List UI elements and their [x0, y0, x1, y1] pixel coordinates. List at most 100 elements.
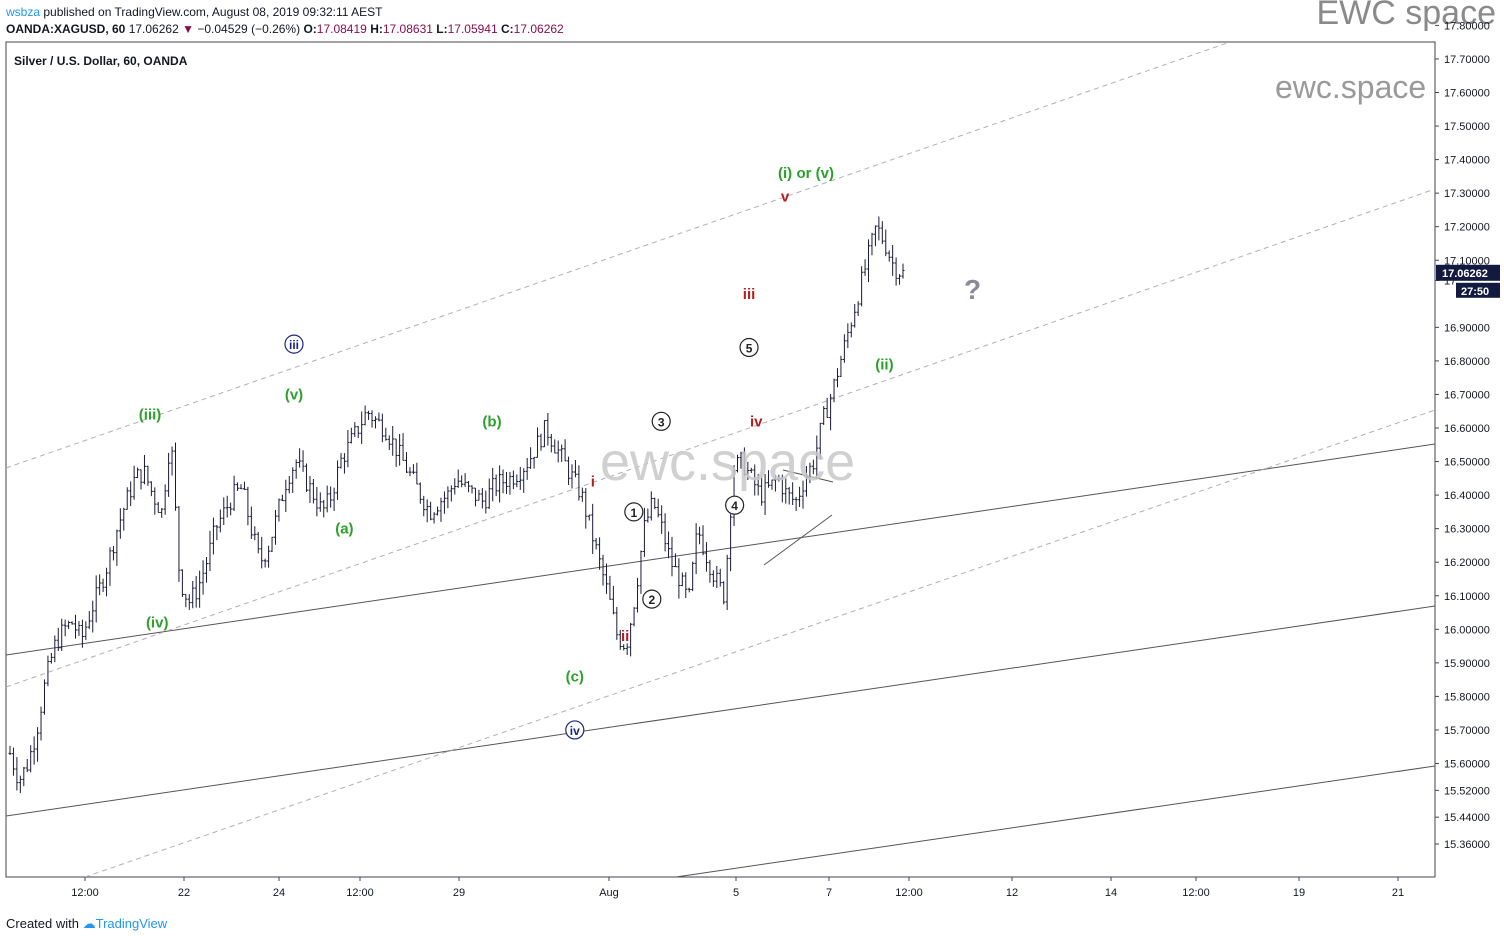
price-bar: [549, 433, 553, 453]
price-bar: [222, 497, 226, 526]
price-bar: [780, 474, 784, 503]
price-bar: [411, 464, 415, 475]
publish-line: wsbza published on TradingView.com, Augu…: [6, 5, 382, 19]
price-bar: [111, 545, 115, 561]
price-bar: [598, 537, 602, 570]
symbol-label: OANDA:XAGUSD, 60: [6, 22, 126, 36]
x-tick-label: 12:00: [1182, 887, 1210, 899]
publish-info: published on TradingView.com, August 08,…: [40, 5, 383, 19]
price-bar: [791, 482, 795, 505]
wave-label: (a): [335, 521, 353, 538]
price-bar: [256, 531, 260, 554]
wave-label: (iv): [146, 615, 169, 632]
trend-line-4[interactable]: [763, 514, 833, 566]
wave-label: iv: [750, 413, 763, 430]
wave-label-circle: [642, 589, 662, 609]
price-bar: [863, 259, 867, 276]
y-tick-label: 16.00000: [1444, 624, 1490, 636]
price-bar: [715, 565, 719, 589]
price-bar: [801, 480, 805, 509]
price-bar: [436, 506, 440, 516]
price-bar: [584, 488, 588, 529]
price-bar: [536, 427, 540, 458]
y-tick-label: 17.50000: [1444, 121, 1490, 133]
channel-dashed-2[interactable]: [6, 188, 1435, 688]
price-bar: [746, 461, 750, 481]
trend-line-4b[interactable]: [782, 469, 834, 483]
price-bar: [446, 486, 450, 509]
close-label: C:: [501, 22, 514, 36]
price-bar: [146, 465, 150, 486]
price-bar: [232, 475, 236, 512]
price-bar: [311, 478, 315, 504]
price-bar: [842, 334, 846, 363]
channel-line-3[interactable]: [675, 765, 1435, 877]
price-bar: [42, 679, 46, 715]
wave-label: ii: [621, 628, 629, 645]
y-tick-label: 16.60000: [1444, 423, 1490, 435]
x-tick-label: 14: [1105, 887, 1117, 899]
price-bar: [236, 482, 240, 491]
price-bar: [380, 413, 384, 443]
price-bar: [539, 433, 543, 451]
price-bar: [187, 594, 191, 610]
price-bar: [284, 479, 288, 513]
price-bar: [884, 229, 888, 257]
chart-watermark: ewc.space: [600, 432, 855, 492]
price-bar: [504, 472, 508, 495]
price-bar: [880, 221, 884, 245]
tradingview-link[interactable]: TradingView: [95, 916, 168, 931]
y-tick-label: 16.10000: [1444, 591, 1490, 603]
channel-dashed-1[interactable]: [6, 42, 1231, 469]
price-bar: [270, 536, 274, 552]
price-bar: [387, 435, 391, 450]
price-bar: [201, 560, 205, 595]
price-bar: [49, 653, 53, 664]
price-bar: [870, 232, 874, 256]
price-bar: [87, 611, 91, 629]
y-tick-label: 16.30000: [1444, 524, 1490, 536]
price-bar: [249, 506, 253, 540]
channel-line-1[interactable]: [6, 443, 1435, 656]
price-bar: [811, 459, 815, 475]
price-bar: [449, 485, 453, 502]
price-bar: [601, 554, 605, 586]
price-bar: [253, 526, 257, 541]
wave-label-circle: [624, 502, 644, 522]
x-tick-label: 29: [453, 887, 465, 899]
low-label: L:: [436, 22, 448, 36]
wave-label-circle: [565, 720, 585, 740]
x-tick-label: 21: [1392, 887, 1404, 899]
price-bar: [153, 487, 157, 515]
channel-line-2[interactable]: [6, 605, 1435, 817]
price-bar: [646, 508, 650, 523]
high-label: H:: [370, 22, 383, 36]
price-bar: [732, 465, 736, 526]
price-bar: [298, 448, 302, 468]
channel-dashed-3[interactable]: [84, 409, 1435, 877]
price-bar: [656, 498, 660, 518]
price-bar: [70, 621, 74, 625]
price-bar: [867, 239, 871, 283]
corner-watermark: ewc.space: [1275, 69, 1426, 105]
price-bar: [480, 488, 484, 509]
price-bar: [139, 469, 143, 490]
price-bar: [384, 427, 388, 441]
price-bar: [60, 618, 64, 651]
price-bar: [349, 427, 353, 444]
price-bar: [429, 501, 433, 521]
price-bar: [898, 274, 902, 285]
price-bar: [649, 491, 653, 521]
price-bar: [711, 570, 715, 587]
price-bar: [194, 576, 198, 608]
price-bar: [98, 574, 102, 596]
price-bar: [170, 446, 174, 476]
price-bar: [873, 225, 877, 247]
price-bar: [687, 587, 691, 593]
price-bar: [405, 452, 409, 473]
wave-label: iii: [289, 338, 299, 352]
price-bar: [342, 453, 346, 474]
author-link[interactable]: wsbza: [6, 5, 41, 19]
y-tick-label: 15.44000: [1444, 812, 1490, 824]
